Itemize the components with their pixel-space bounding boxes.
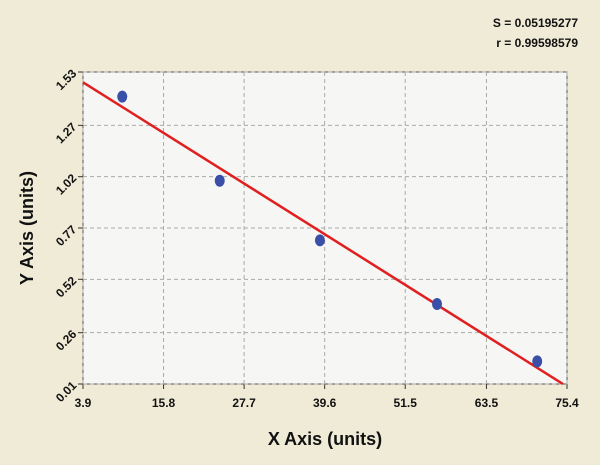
y-axis-label: Y Axis (units) xyxy=(17,171,37,285)
x-tick-label: 15.8 xyxy=(152,396,176,410)
fit-line xyxy=(82,81,564,386)
annotation: r = 0.99598579 xyxy=(496,36,578,50)
data-point xyxy=(432,297,443,310)
x-tick-label: 75.4 xyxy=(555,396,579,410)
x-axis-label: X Axis (units) xyxy=(268,429,382,449)
data-point xyxy=(314,234,325,247)
x-tick-label: 3.9 xyxy=(75,396,92,410)
x-tick-label: 51.5 xyxy=(394,396,418,410)
x-tick-label: 39.6 xyxy=(313,396,337,410)
x-tick-label: 27.7 xyxy=(232,396,256,410)
annotation: S = 0.05195277 xyxy=(493,16,578,30)
data-point xyxy=(214,174,225,187)
data-point xyxy=(532,355,543,368)
x-tick-label: 63.5 xyxy=(475,396,499,410)
data-point xyxy=(117,90,128,103)
